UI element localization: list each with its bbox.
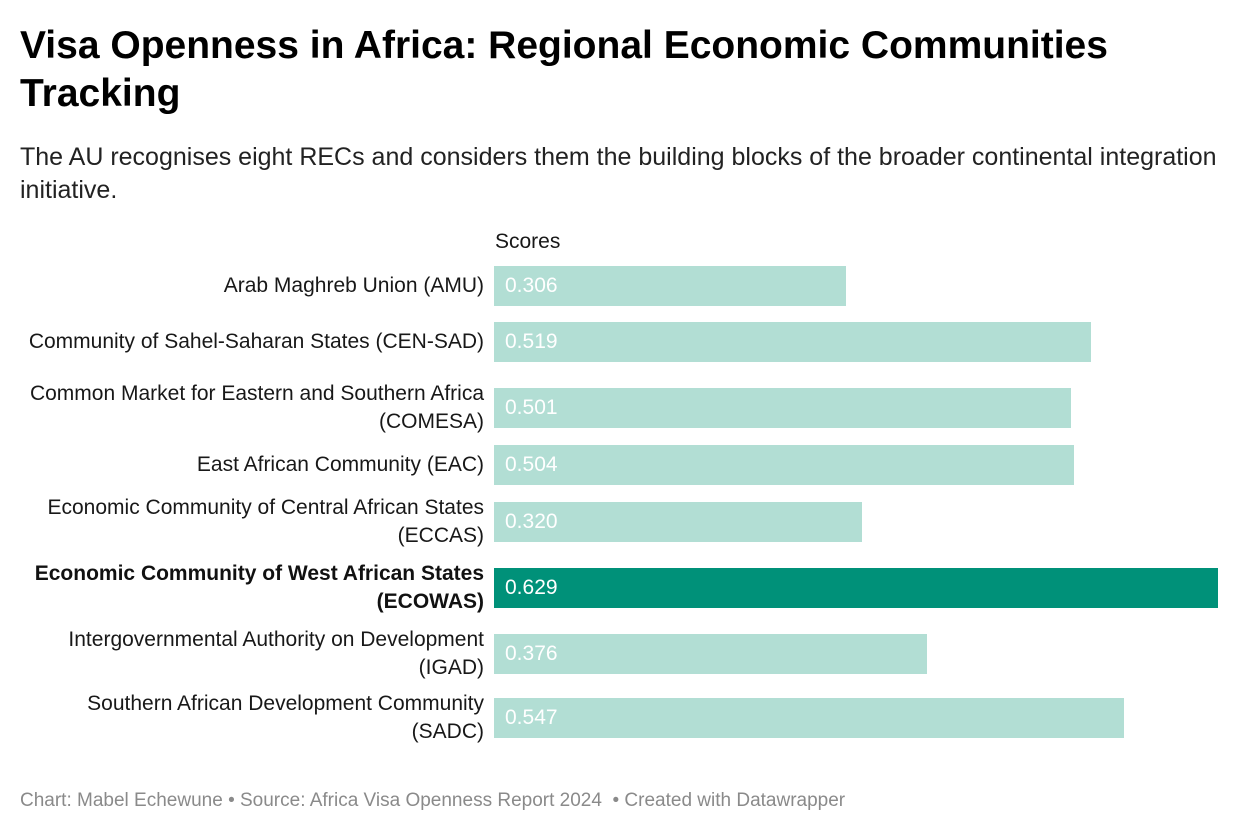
chart-subtitle: The AU recognises eight RECs and conside… [20, 143, 1217, 204]
chart-footer: Chart: Mabel Echewune • Source: Africa V… [20, 789, 845, 813]
bar [494, 502, 863, 542]
category-label: Economic Community of West African State… [34, 562, 484, 613]
bar-value-label: 0.519 [505, 330, 558, 353]
footer-source: Source: Africa Visa Openness Report 2024 [240, 790, 602, 811]
bar [494, 445, 1075, 485]
footer-separator: • [228, 790, 240, 811]
footer-credit: Chart: Mabel Echewune [20, 790, 223, 811]
category-label: Common Market for Eastern and Southern A… [29, 382, 484, 433]
bar-value-label: 0.376 [505, 642, 558, 665]
chart-title: Visa Openness in Africa: Regional Econom… [20, 24, 1108, 115]
bar-value-label: 0.504 [505, 453, 558, 476]
category-label: Economic Community of Central African St… [47, 496, 484, 547]
footer-created: Created with Datawrapper [624, 790, 846, 811]
category-label: Community of Sahel-Saharan States (CEN-S… [28, 330, 484, 353]
bar [494, 698, 1124, 738]
footer-separator: • [607, 790, 625, 811]
bar-value-label: 0.501 [505, 396, 558, 419]
bar-value-label: 0.547 [505, 706, 558, 729]
bar-value-label: 0.306 [505, 274, 558, 297]
bar-value-label: 0.629 [505, 576, 558, 599]
bar [494, 322, 1092, 362]
bar [494, 388, 1071, 428]
category-label: Southern African Development Community (… [87, 692, 484, 743]
column-header: Scores [495, 230, 561, 253]
bar [494, 266, 847, 306]
category-label: East African Community (EAC) [196, 453, 484, 476]
bar-value-label: 0.320 [505, 510, 558, 533]
bar [494, 634, 927, 674]
category-label: Arab Maghreb Union (AMU) [223, 274, 484, 297]
category-label: Intergovernmental Authority on Developme… [68, 628, 484, 679]
bar [494, 568, 1218, 608]
